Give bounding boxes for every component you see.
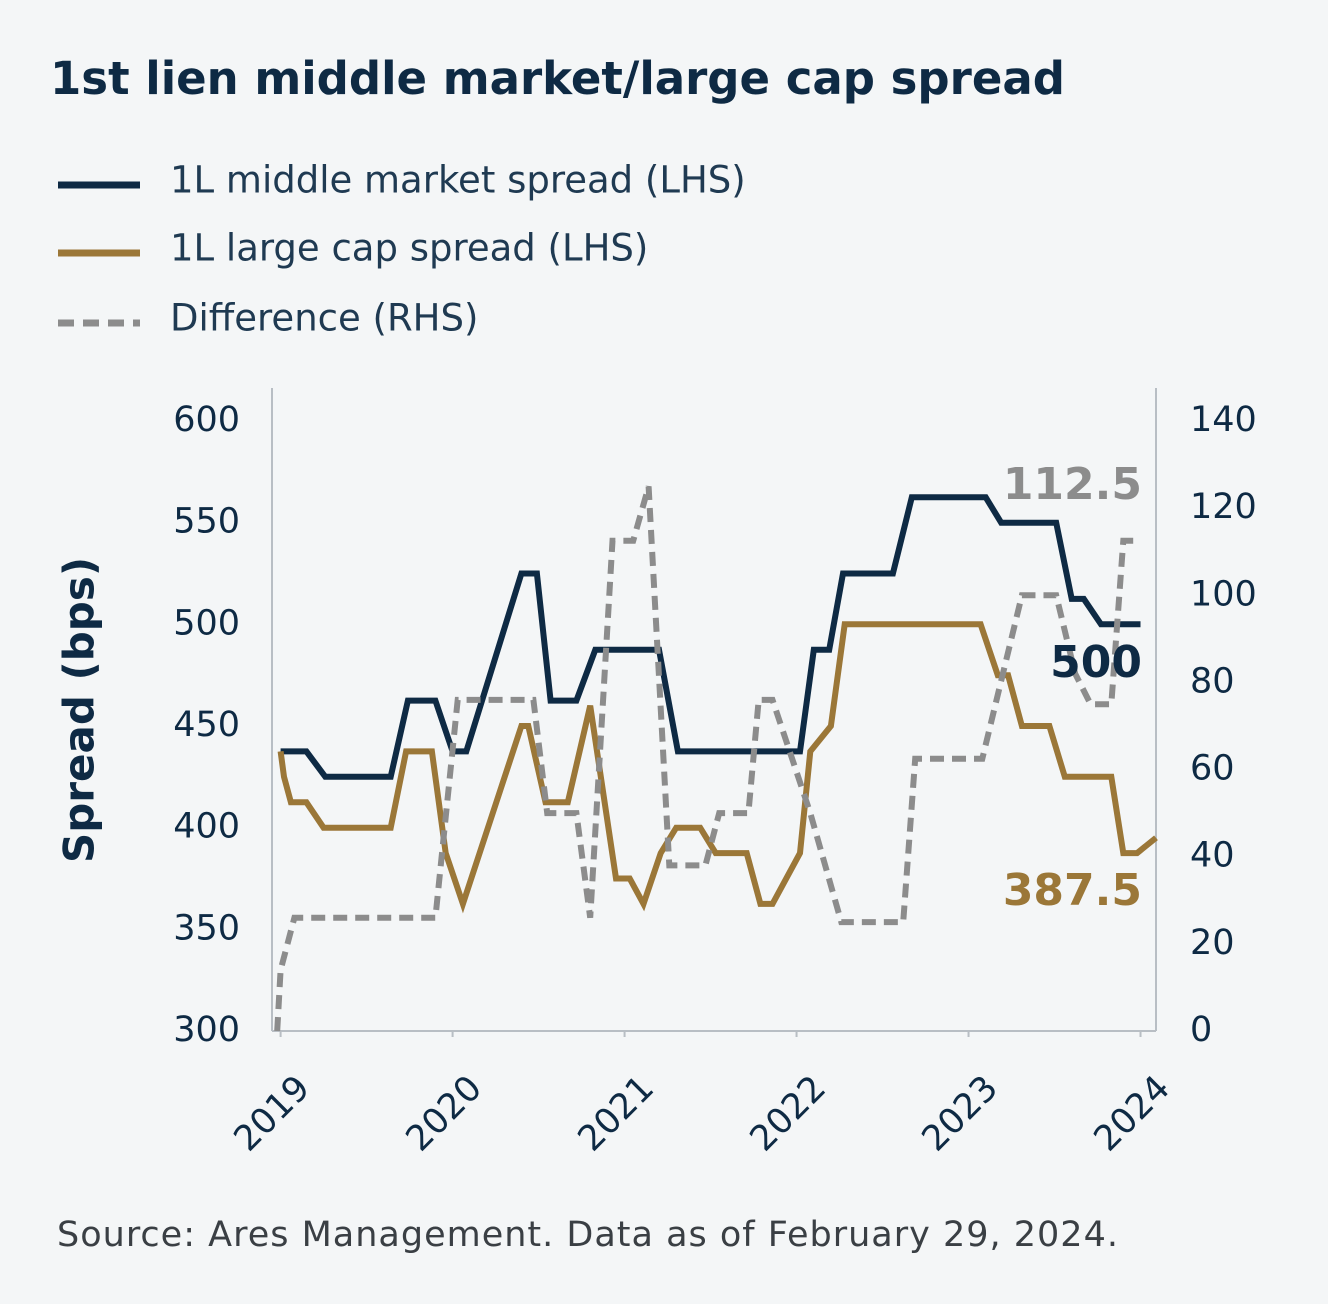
- y2-tick-label: 60: [1190, 749, 1235, 789]
- y-tick-label: 450: [173, 705, 240, 745]
- end-label: 112.5: [1003, 459, 1142, 510]
- end-label: 500: [1050, 637, 1142, 688]
- series-line: [277, 621, 1158, 914]
- y-tick-label: 350: [173, 908, 240, 948]
- source-note: Source: Ares Management. Data as of Febr…: [57, 1215, 1119, 1255]
- y-tick-label: 600: [173, 400, 240, 440]
- series-line: [274, 485, 1141, 1032]
- y2-tick-label: 80: [1190, 661, 1235, 701]
- y-axis-title: Spread (bps): [55, 557, 104, 863]
- y2-tick-label: 20: [1190, 923, 1235, 963]
- y2-tick-label: 40: [1190, 836, 1235, 876]
- y2-tick-label: 120: [1190, 487, 1257, 527]
- y2-tick-label: 100: [1190, 574, 1257, 614]
- y-tick-label: 500: [173, 603, 240, 643]
- legend-label: 1L large cap spread (LHS): [170, 227, 648, 270]
- legend-label: Difference (RHS): [170, 297, 478, 340]
- series-line: [280, 494, 1141, 780]
- y-tick-label: 400: [173, 807, 240, 847]
- y2-tick-label: 0: [1190, 1010, 1212, 1050]
- y-tick-label: 550: [173, 502, 240, 542]
- end-label: 387.5: [1003, 865, 1142, 916]
- y-tick-label: 300: [173, 1010, 240, 1050]
- legend-label: 1L middle market spread (LHS): [170, 159, 746, 202]
- chart-title: 1st lien middle market/large cap spread: [50, 52, 1065, 105]
- y2-tick-label: 140: [1190, 400, 1257, 440]
